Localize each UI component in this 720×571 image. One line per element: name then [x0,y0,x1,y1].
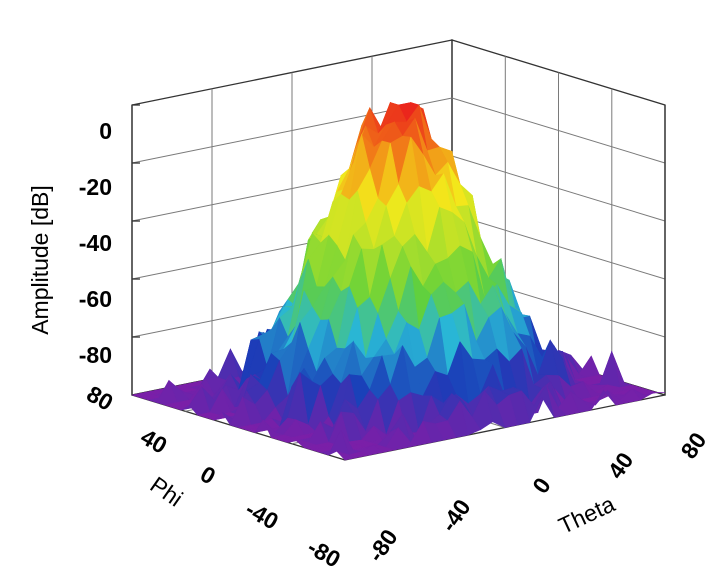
theta-tick-3: 40 [602,447,638,483]
phi-tick-0: 80 [82,380,117,415]
wall-grid-line [451,213,666,280]
z-tick-2: -40 [79,230,112,256]
phi-tick-3: -40 [241,496,283,535]
theta-tick-4: 80 [675,427,711,463]
z-tick-0: 0 [99,118,112,144]
theta-tick-0: -80 [362,524,402,566]
theta-tick-2: 0 [527,473,556,498]
phi-tick-2: 0 [196,461,220,490]
z-axis-title: Amplitude [dB] [27,185,53,335]
surface-patch [335,450,358,461]
z-tick-4: -80 [79,342,112,368]
z-axis-ticks: 0 -20 -40 -60 -80 [79,118,112,368]
wall-grid-line [451,155,666,222]
z-tick-3: -60 [79,286,112,312]
amplitude-surface [131,102,666,461]
phi-axis-title: Phi [146,471,188,511]
theta-axis-title: Theta [554,490,618,539]
theta-axis-ticks: -80 -40 0 40 80 [362,427,711,566]
phi-tick-1: 40 [136,423,171,458]
wall-grid-line [451,97,666,164]
surface-patch [578,355,600,378]
theta-tick-1: -40 [435,494,475,536]
phi-tick-4: -80 [303,534,345,571]
z-tick-1: -20 [79,174,112,200]
